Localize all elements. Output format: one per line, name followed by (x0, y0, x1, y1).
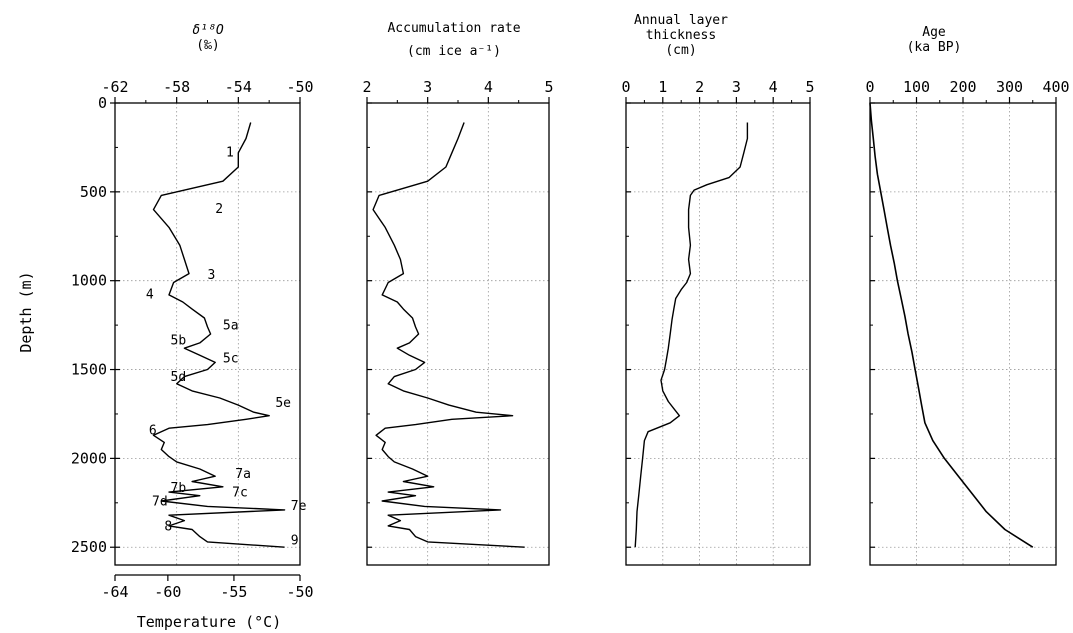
x-tick-label: 400 (1042, 78, 1069, 96)
x-tick-label: 1 (658, 78, 667, 96)
d18o-title: δ¹⁸O (192, 23, 223, 38)
age-title: Age (922, 25, 946, 40)
x-tick-label: 100 (903, 78, 930, 96)
annual-layer-title-line2: thickness (646, 28, 716, 43)
y-tick-label: 500 (80, 183, 107, 201)
x-tick-label: 300 (996, 78, 1023, 96)
series-line-age (869, 102, 1034, 548)
panel-frame (114, 102, 301, 566)
age-unit: (ka BP) (907, 40, 962, 55)
series-line-accumulation (372, 122, 525, 548)
temperature-axis-label: Temperature (°C) (137, 613, 282, 631)
x-tick-label: 4 (484, 78, 493, 96)
stage-label-5d: 5d (171, 370, 187, 385)
d18o-unit: (‰) (196, 38, 219, 53)
panel-frame (625, 102, 811, 566)
x-tick-label: 4 (769, 78, 778, 96)
y-tick-label: 2000 (71, 449, 107, 467)
temperature-tick-label: -55 (220, 583, 247, 601)
x-tick-label: 2 (695, 78, 704, 96)
stage-label-4: 4 (146, 287, 154, 302)
panel-accumulation: 2 3 4 5 (362, 78, 554, 566)
panel-frame (366, 102, 550, 566)
temperature-tick-label: -64 (101, 583, 128, 601)
stage-label-2: 2 (215, 202, 223, 217)
stage-label-7d: 7d (152, 494, 168, 509)
y-tick-label: 0 (98, 94, 107, 112)
stage-label-7c: 7c (232, 486, 248, 501)
x-tick-label: 5 (544, 78, 553, 96)
panel-age: 0 100 200 300 400 (865, 78, 1070, 566)
series-line-d18O (152, 122, 286, 548)
stage-label-7a: 7a (235, 467, 251, 482)
stage-label-3: 3 (208, 268, 216, 283)
x-tick-label: 0 (621, 78, 630, 96)
stage-label-5c: 5c (223, 351, 239, 366)
x-tick-label: 2 (362, 78, 371, 96)
stage-label-7e: 7e (291, 499, 307, 514)
stage-label-5b: 5b (171, 334, 187, 349)
stage-label-1: 1 (226, 145, 234, 160)
x-tick-label: -62 (101, 78, 128, 96)
x-tick-label: -54 (225, 78, 252, 96)
y-axis-label: Depth (m) (17, 271, 35, 352)
accumulation-unit: (cm ice a⁻¹) (407, 44, 501, 59)
depth-axis-title: Depth (m) (17, 271, 35, 352)
y-tick-label: 1500 (71, 361, 107, 379)
series-line-annual_layer (634, 122, 749, 548)
stage-label-8: 8 (164, 519, 172, 534)
temperature-tick-label: -60 (154, 583, 181, 601)
x-tick-label: 5 (805, 78, 814, 96)
stage-label-6: 6 (149, 423, 157, 438)
y-tick-label: 1000 (71, 272, 107, 290)
panel-d18O: -62 -58 -54 -50 0 500 1000 1500 2000 2500 1 2 3 4 5a 5b… (71, 78, 314, 601)
x-tick-label: 3 (423, 78, 432, 96)
x-tick-label: -50 (286, 78, 313, 96)
stage-label-9: 9 (291, 534, 299, 549)
x-tick-label: 3 (732, 78, 741, 96)
stage-label-5a: 5a (223, 319, 239, 334)
x-tick-label: -58 (163, 78, 190, 96)
stage-label-7b: 7b (171, 481, 187, 496)
x-tick-label: 0 (865, 78, 874, 96)
accumulation-title: Accumulation rate (387, 21, 520, 36)
annual-layer-title: Annual layer (634, 13, 728, 28)
y-tick-label: 2500 (71, 538, 107, 556)
x-tick-label: 200 (949, 78, 976, 96)
annual-layer-unit: (cm) (665, 43, 696, 58)
stage-label-5e: 5e (275, 396, 291, 411)
panel-annual_layer: 0 1 2 3 4 5 (621, 78, 815, 566)
temperature-tick-label: -50 (286, 583, 313, 601)
